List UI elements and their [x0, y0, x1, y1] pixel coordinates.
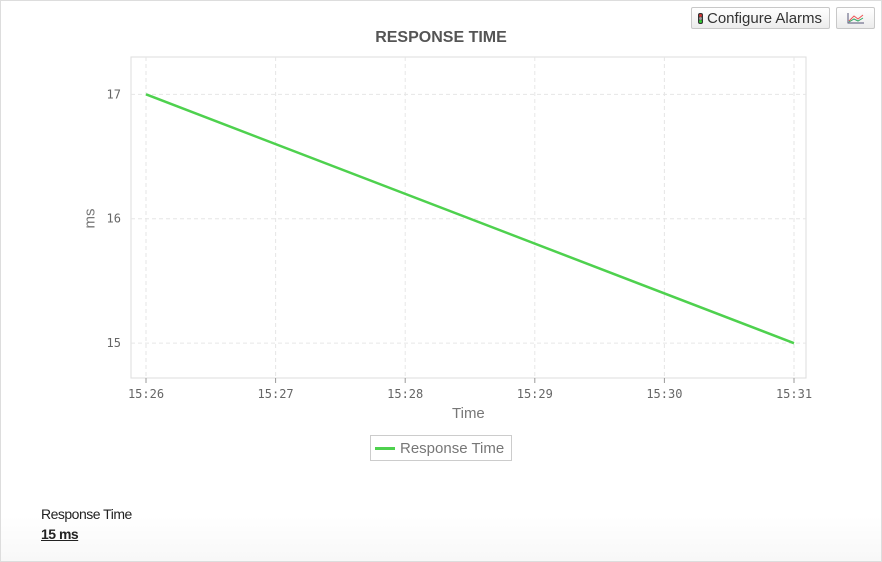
- y-tick-label: 17: [107, 87, 121, 101]
- configure-alarms-label: Configure Alarms: [707, 9, 823, 27]
- x-tick-label: 15:28: [387, 387, 423, 401]
- x-tick-label: 15:29: [517, 387, 553, 401]
- series-line-response-time: [145, 93, 795, 345]
- line-chart-icon: [847, 13, 864, 24]
- y-axis-title: ms: [81, 208, 99, 229]
- configure-alarms-button[interactable]: Configure Alarms: [691, 7, 830, 29]
- summary-value[interactable]: 15 ms: [41, 526, 79, 542]
- y-tick-label: 16: [107, 212, 121, 226]
- legend-label: Response Time: [400, 439, 505, 457]
- legend-item-response-time[interactable]: Response Time: [370, 435, 512, 461]
- y-tick-label: 15: [107, 336, 121, 350]
- x-tick-label: 15:26: [128, 387, 164, 401]
- x-tick-label: 15:27: [258, 387, 294, 401]
- legend-swatch: [375, 446, 395, 450]
- traffic-light-icon: [698, 12, 703, 24]
- summary-label: Response Time: [41, 506, 132, 522]
- chart-title: RESPONSE TIME: [375, 29, 507, 46]
- chart-type-button[interactable]: [836, 7, 875, 29]
- x-tick-label: 15:31: [776, 387, 812, 401]
- x-tick-label: 15:30: [646, 387, 682, 401]
- x-axis-title: Time: [452, 405, 485, 422]
